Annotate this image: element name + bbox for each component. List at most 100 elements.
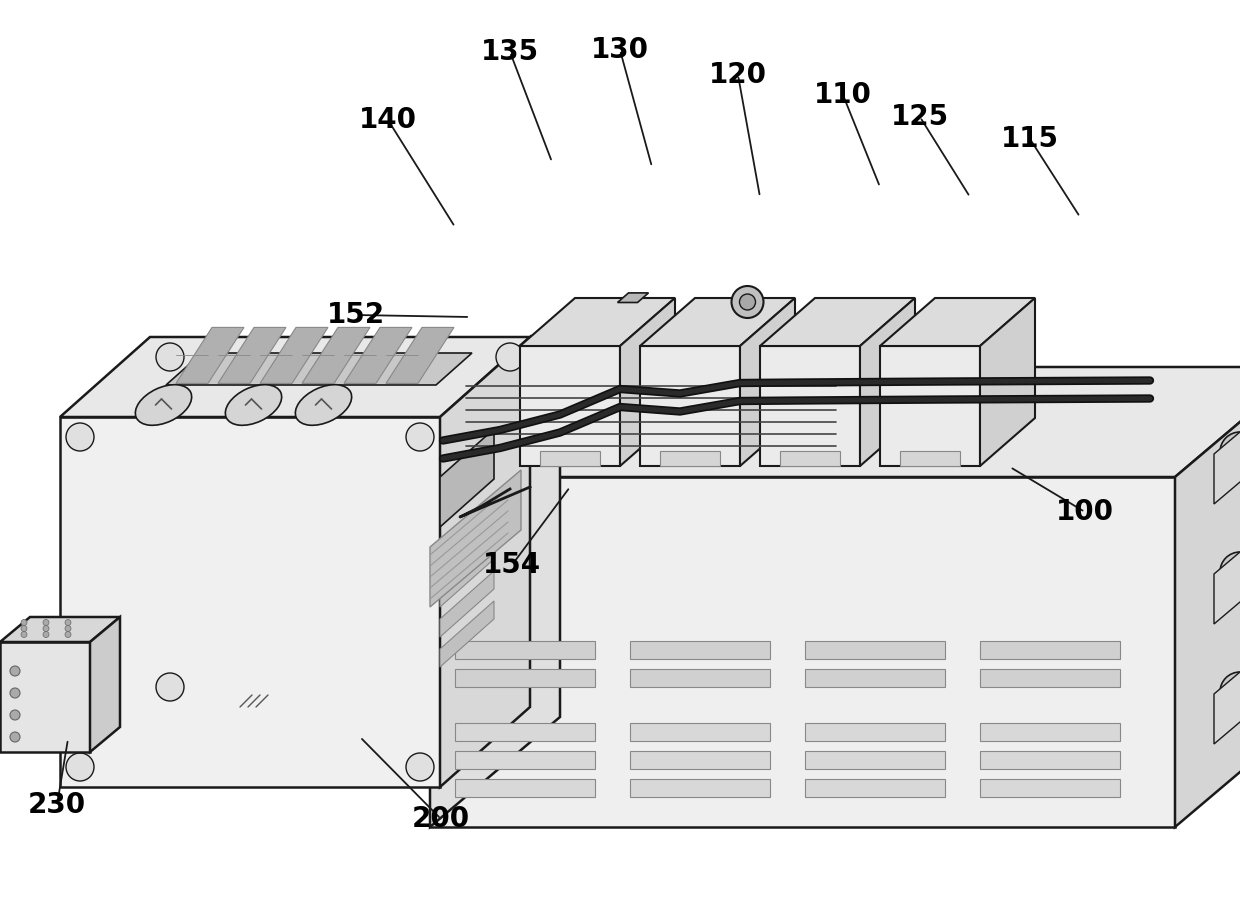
Polygon shape [440, 429, 494, 527]
Polygon shape [430, 367, 1240, 477]
Polygon shape [455, 723, 595, 741]
Polygon shape [430, 477, 1176, 827]
Polygon shape [980, 779, 1120, 797]
Polygon shape [861, 298, 915, 466]
Polygon shape [303, 327, 370, 384]
Polygon shape [218, 327, 286, 384]
Text: 100: 100 [1056, 498, 1114, 526]
Circle shape [10, 732, 20, 742]
Text: 130: 130 [591, 36, 649, 64]
Polygon shape [980, 669, 1120, 687]
Polygon shape [440, 337, 529, 787]
Polygon shape [343, 327, 412, 384]
Polygon shape [980, 751, 1120, 769]
Polygon shape [440, 541, 494, 607]
Circle shape [21, 631, 27, 638]
Polygon shape [520, 346, 620, 466]
Text: 200: 200 [412, 805, 470, 833]
Ellipse shape [295, 385, 352, 425]
Text: 115: 115 [1001, 125, 1059, 153]
Text: 125: 125 [890, 103, 949, 131]
Polygon shape [0, 642, 91, 752]
Polygon shape [805, 723, 945, 741]
Polygon shape [780, 451, 839, 466]
Circle shape [10, 710, 20, 720]
Circle shape [156, 673, 184, 701]
Text: 110: 110 [815, 81, 872, 109]
Circle shape [156, 343, 184, 371]
Polygon shape [630, 779, 770, 797]
Polygon shape [176, 327, 244, 384]
Polygon shape [805, 641, 945, 659]
Ellipse shape [226, 385, 281, 425]
Polygon shape [640, 346, 740, 466]
Polygon shape [805, 751, 945, 769]
Circle shape [43, 626, 50, 631]
Polygon shape [1214, 519, 1240, 624]
Polygon shape [455, 641, 595, 659]
Circle shape [21, 619, 27, 626]
Circle shape [405, 753, 434, 781]
Circle shape [1220, 432, 1240, 472]
Polygon shape [805, 669, 945, 687]
Polygon shape [440, 571, 494, 637]
Text: 154: 154 [482, 551, 541, 579]
Polygon shape [430, 470, 521, 607]
Polygon shape [880, 346, 980, 466]
Polygon shape [740, 298, 795, 466]
Polygon shape [630, 669, 770, 687]
Polygon shape [260, 327, 329, 384]
Circle shape [43, 631, 50, 638]
Circle shape [43, 619, 50, 626]
Circle shape [10, 666, 20, 676]
Polygon shape [980, 723, 1120, 741]
Polygon shape [455, 751, 595, 769]
Text: 140: 140 [360, 106, 417, 134]
Polygon shape [0, 617, 120, 642]
Polygon shape [760, 298, 915, 346]
Polygon shape [386, 327, 454, 384]
Polygon shape [455, 779, 595, 797]
Circle shape [66, 753, 94, 781]
Polygon shape [455, 669, 595, 687]
Circle shape [64, 626, 71, 631]
Polygon shape [520, 298, 675, 346]
Circle shape [405, 423, 434, 451]
Polygon shape [1176, 367, 1240, 827]
Circle shape [739, 294, 755, 310]
Circle shape [21, 626, 27, 631]
Polygon shape [900, 451, 960, 466]
Polygon shape [660, 451, 720, 466]
Ellipse shape [135, 385, 192, 425]
Text: 152: 152 [327, 301, 386, 329]
Polygon shape [166, 353, 472, 385]
Polygon shape [980, 641, 1120, 659]
Polygon shape [980, 298, 1035, 466]
Text: 120: 120 [709, 61, 768, 89]
Circle shape [10, 688, 20, 698]
Polygon shape [60, 337, 529, 417]
Polygon shape [1214, 639, 1240, 744]
Circle shape [64, 619, 71, 626]
Polygon shape [880, 298, 1035, 346]
Polygon shape [91, 617, 120, 752]
Polygon shape [630, 751, 770, 769]
Text: 230: 230 [29, 791, 86, 819]
Polygon shape [760, 346, 861, 466]
Circle shape [66, 423, 94, 451]
Text: 135: 135 [481, 38, 539, 66]
Polygon shape [620, 298, 675, 466]
Circle shape [496, 343, 525, 371]
Polygon shape [618, 293, 649, 303]
Circle shape [732, 286, 764, 318]
Polygon shape [640, 298, 795, 346]
Polygon shape [1214, 399, 1240, 504]
Polygon shape [630, 723, 770, 741]
Polygon shape [60, 417, 440, 787]
Polygon shape [440, 601, 494, 667]
Polygon shape [430, 367, 560, 827]
Circle shape [64, 631, 71, 638]
Polygon shape [539, 451, 600, 466]
Circle shape [1220, 552, 1240, 592]
Polygon shape [805, 779, 945, 797]
